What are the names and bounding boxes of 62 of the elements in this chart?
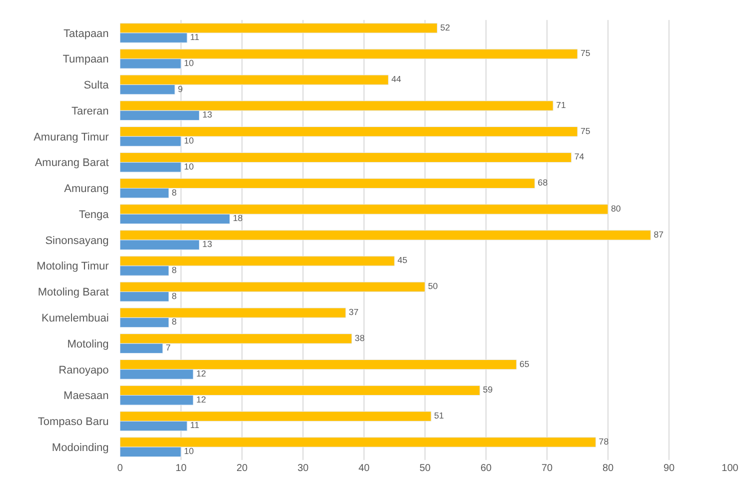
x-tick-label: 60 (480, 463, 492, 474)
data-label: 50 (428, 281, 438, 292)
data-label: 18 (232, 213, 243, 224)
y-tick-label: Motoling Barat (38, 286, 109, 299)
data-label: 8 (172, 290, 177, 301)
data-label: 68 (538, 178, 548, 188)
data-label: 7 (166, 342, 171, 353)
data-label: 44 (391, 74, 402, 84)
data-label: 65 (520, 358, 530, 369)
y-tick-label: Amurang Barat (34, 157, 109, 170)
data-label: 52 (440, 22, 450, 32)
data-label: 11 (190, 32, 200, 42)
data-label: 75 (580, 126, 590, 136)
x-tick-label: 70 (541, 463, 553, 474)
data-label: 10 (184, 446, 194, 456)
data-label: 13 (202, 110, 212, 120)
data-label: 74 (574, 152, 584, 162)
data-label: 45 (398, 255, 408, 266)
data-label: 78 (598, 436, 609, 446)
y-tick-label: Kumelembuai (42, 312, 109, 324)
y-tick-label: Motoling (67, 338, 109, 350)
y-tick-label: Motoling Timur (36, 260, 110, 273)
data-label: 8 (172, 187, 177, 198)
y-tick-label: Amurang Timur (34, 131, 110, 144)
data-label: 38 (354, 332, 365, 343)
y-tick-label: Ranoyapo (58, 364, 109, 376)
x-tick-label: 90 (663, 463, 675, 474)
data-label: 11 (190, 420, 200, 430)
y-tick-label: Tumpaan (62, 54, 109, 66)
y-tick-label: Amurang (64, 183, 109, 196)
data-label: 10 (184, 136, 194, 146)
y-tick-label: Modoinding (52, 442, 109, 454)
x-tick-label: 40 (358, 463, 370, 474)
data-label: 80 (611, 203, 621, 214)
data-label: 10 (184, 58, 194, 68)
y-tick-label: Tenga (78, 208, 110, 221)
y-tick-label: Maesaan (64, 390, 109, 402)
y-tick-label: Sinonsayang (45, 234, 109, 247)
y-tick-label: Tompaso Baru (38, 416, 109, 428)
data-label: 9 (178, 84, 183, 94)
data-label: 51 (434, 410, 444, 421)
data-label: 87 (654, 229, 664, 240)
data-label: 75 (580, 48, 590, 58)
data-label: 8 (172, 264, 177, 275)
x-tick-label: 50 (419, 463, 431, 474)
y-tick-label: Sulta (84, 80, 110, 92)
data-label: 71 (556, 100, 566, 110)
x-tick-label: 30 (297, 463, 309, 474)
x-tick-label: 10 (175, 463, 187, 474)
x-tick-label: 80 (602, 463, 614, 474)
x-tick-label: 20 (236, 463, 248, 474)
y-tick-label: Tareran (72, 105, 109, 118)
x-tick-label: 100 (722, 463, 739, 474)
data-label: 12 (196, 368, 206, 378)
data-label: 59 (482, 384, 493, 395)
y-tick-label: Tatapaan (64, 28, 109, 40)
data-label: 8 (172, 316, 177, 327)
data-label: 10 (184, 161, 194, 172)
x-tick-label: 0 (117, 463, 124, 474)
data-label: 13 (202, 239, 212, 250)
data-label: 12 (196, 394, 206, 404)
data-label: 37 (348, 307, 359, 317)
